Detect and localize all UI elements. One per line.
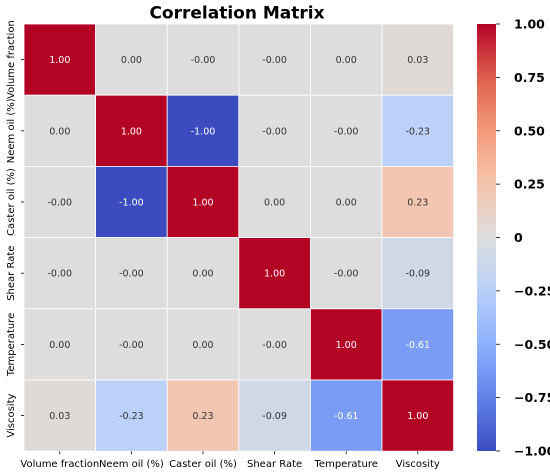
cell-value-label: -0.00 (334, 269, 359, 280)
heatmap-cell (95, 94, 168, 167)
cell-value-label: -0.00 (48, 269, 73, 280)
cell-value-label: 0.00 (336, 55, 357, 66)
heatmap-cell (381, 94, 454, 167)
heatmap-cell (238, 308, 311, 381)
cell-value-label: -0.00 (262, 55, 287, 66)
colorbar-gradient (477, 24, 496, 451)
x-tick-label: Viscosity (396, 459, 440, 470)
cell-value-label: -0.00 (119, 340, 144, 351)
heatmap-cell (95, 23, 168, 96)
colorbar-tick-label: −0.75 (514, 390, 550, 405)
heatmap-cells: 1.00 0.00 -0.00 -0.00 0.00 0.03 0.00 1.00 -1.00 -… (23, 23, 454, 452)
cell-value-label: 0.00 (192, 269, 213, 280)
y-tick-label: Volume fraction (6, 20, 17, 99)
cell-value-label: 0.00 (121, 55, 142, 66)
colorbar-tick-label: 0.75 (514, 70, 545, 85)
heatmap-cell (238, 94, 311, 167)
cell-value-label: -0.23 (119, 411, 144, 422)
heatmap-cell (238, 237, 311, 310)
x-axis-tick-labels: Volume fraction Neem oil (%) Caster oil (%… (20, 451, 440, 470)
colorbar-tick-label: 1.00 (514, 17, 545, 32)
cell-value-label: -0.09 (262, 411, 287, 422)
cell-value-label: 0.23 (192, 411, 213, 422)
colorbar-tick-label: −1.00 (514, 444, 550, 459)
cell-value-label: 0.03 (49, 411, 70, 422)
heatmap-cell (23, 165, 96, 238)
heatmap-cell (95, 165, 168, 238)
heatmap-cell (23, 379, 96, 452)
cell-value-label: 1.00 (121, 126, 142, 137)
cell-value-label: 1.00 (49, 55, 70, 66)
heatmap-cell (238, 23, 311, 96)
x-tick-label: Shear Rate (247, 459, 302, 470)
y-tick-label: Temperature (6, 313, 17, 377)
colorbar-tick-label: −0.25 (514, 283, 550, 298)
cell-value-label: 0.00 (264, 198, 285, 209)
y-tick-label: Shear Rate (6, 246, 17, 301)
y-tick-label: Viscosity (6, 393, 17, 437)
heatmap-cell (166, 308, 240, 381)
cell-value-label: 1.00 (336, 340, 357, 351)
cell-value-label: -0.23 (406, 126, 431, 137)
cell-value-label: 0.00 (49, 340, 70, 351)
heatmap-cell (381, 379, 454, 452)
heatmap-cell (309, 165, 383, 238)
cell-value-label: 0.23 (407, 198, 428, 209)
heatmap-cell (95, 237, 168, 310)
cell-value-label: -0.00 (119, 269, 144, 280)
heatmap-cell (381, 237, 454, 310)
heatmap-cell (381, 165, 454, 238)
cell-value-label: -0.09 (406, 269, 431, 280)
cell-value-label: -0.00 (334, 126, 359, 137)
heatmap-cell (166, 237, 240, 310)
cell-value-label: 0.03 (407, 55, 428, 66)
cell-value-label: 1.00 (264, 269, 285, 280)
cell-value-label: -0.00 (191, 55, 216, 66)
cell-value-label: 1.00 (192, 198, 213, 209)
x-tick-label: Neem oil (%) (99, 459, 164, 470)
cell-value-label: -0.61 (334, 411, 359, 422)
colorbar: 1.00 0.75 0.50 0.25 0 −0.25 −0.50 −0.75 −1.00 (477, 17, 550, 459)
heatmap-cell (309, 379, 383, 452)
cell-value-label: 0.00 (49, 126, 70, 137)
heatmap-cell (23, 308, 96, 381)
cell-value-label: -1.00 (119, 198, 144, 209)
heatmap-cell (309, 308, 383, 381)
cell-value-label: 0.00 (192, 340, 213, 351)
x-tick-label: Volume fraction (20, 459, 99, 470)
x-tick-label: Temperature (314, 459, 378, 470)
cell-value-label: -0.00 (262, 126, 287, 137)
cell-value-label: -1.00 (191, 126, 216, 137)
heatmap-cell (23, 237, 96, 310)
heatmap-cell (23, 23, 96, 96)
cell-value-label: 1.00 (407, 411, 428, 422)
y-tick-label: Neem oil (%) (6, 98, 17, 163)
heatmap-cell (381, 308, 454, 381)
heatmap-cell (309, 23, 383, 96)
cell-value-label: -0.00 (48, 198, 73, 209)
heatmap-cell (166, 165, 240, 238)
y-tick-label: Caster oil (%) (6, 168, 17, 236)
colorbar-tick-label: −0.50 (514, 337, 550, 352)
x-tick-label: Caster oil (%) (169, 459, 237, 470)
colorbar-tick-label: 0.25 (514, 177, 545, 192)
heatmap-cell (238, 165, 311, 238)
colorbar-tick-label: 0.50 (514, 123, 545, 138)
heatmap-cell (166, 23, 240, 96)
cell-value-label: -0.00 (262, 340, 287, 351)
heatmap-cell (309, 237, 383, 310)
colorbar-tick-label: 0 (514, 230, 523, 245)
chart-title: Correlation Matrix (149, 4, 324, 24)
cell-value-label: -0.61 (406, 340, 431, 351)
cell-value-label: 0.00 (336, 198, 357, 209)
heatmap-cell (381, 23, 454, 96)
